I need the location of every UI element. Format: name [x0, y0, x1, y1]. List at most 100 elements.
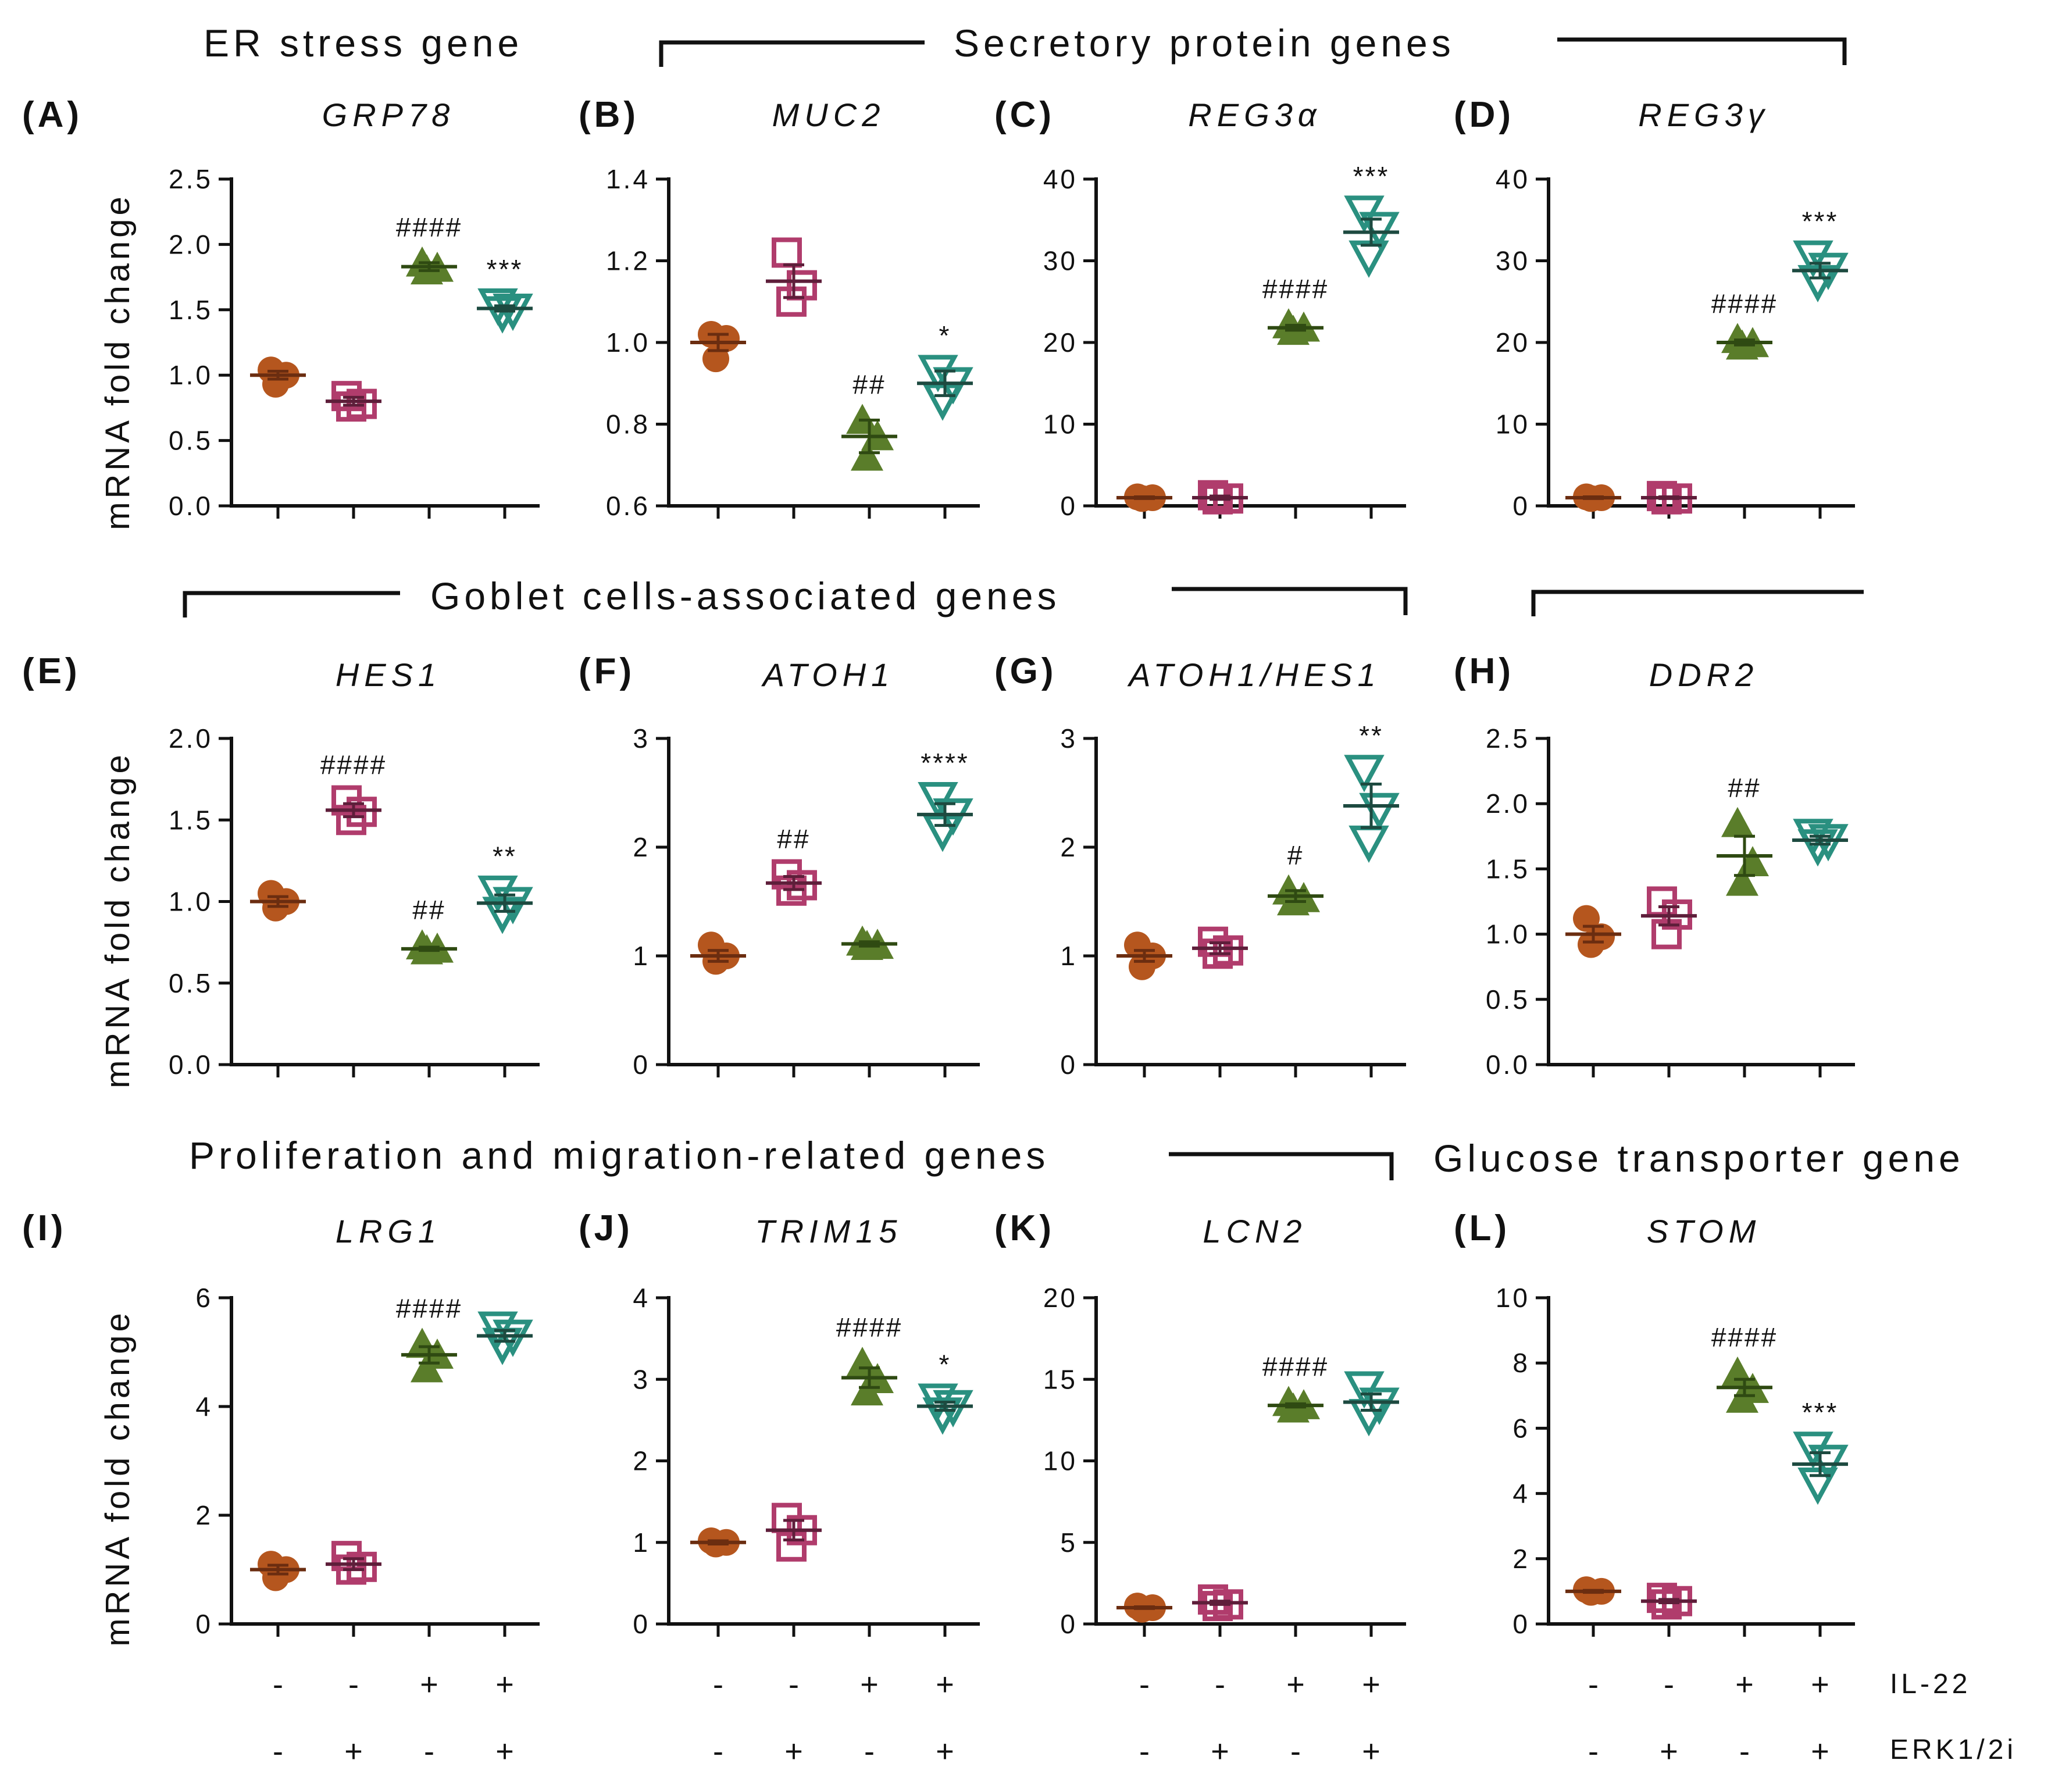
significance-annotation: ####: [1262, 1352, 1329, 1382]
panel-label: (E): [22, 651, 81, 691]
significance-annotation: **: [1359, 720, 1383, 751]
y-tick-label: 0: [633, 1050, 650, 1080]
significance-annotation: ####: [1711, 1322, 1778, 1352]
significance-annotation: ####: [1711, 288, 1778, 319]
panel-h: (H) DDR2 0.0 0.5 1.0 1.5 2.0 2.5 ##: [1454, 651, 1855, 1080]
y-tick-label: 20: [1043, 1283, 1078, 1313]
y-tick-label: 3: [633, 723, 650, 754]
y-tick-label: 0.5: [1486, 984, 1530, 1015]
significance-annotation: ##: [852, 369, 886, 399]
y-tick-label: 0: [1512, 1609, 1530, 1639]
panel-label: (C): [994, 95, 1055, 135]
panel-g: (G) ATOH1/HES1 0 1 2 3 # **: [994, 651, 1406, 1080]
significance-annotation: ***: [1353, 161, 1390, 191]
y-tick-label: 2: [633, 832, 650, 862]
condition-sign-erk: -: [1588, 1734, 1599, 1769]
y-tick-label: 1.4: [606, 164, 650, 194]
y-tick-label: 2: [633, 1446, 650, 1476]
y-tick-label: 2: [1512, 1544, 1530, 1574]
heading-glucose: Glucose transporter gene: [1433, 1137, 1964, 1180]
y-tick-label: 2.5: [169, 164, 213, 194]
y-tick-label: 2: [195, 1500, 213, 1530]
panel-i: (I) LRG1 0 2 4 6 ####: [22, 1208, 540, 1639]
heading-goblet: Goblet cells-associated genes: [430, 574, 1061, 617]
significance-annotation: ####: [396, 212, 462, 242]
panel-label: (I): [22, 1208, 67, 1248]
significance-annotation: ##: [1728, 773, 1761, 803]
significance-annotation: ***: [1802, 1397, 1839, 1427]
panel-label: (F): [579, 651, 635, 691]
data-point: [1797, 265, 1838, 303]
condition-sign-il22: +: [1811, 1667, 1829, 1702]
panel-a: (A) GRP78 0.0 0.5 1.0 1.5 2.0 2.5 #### ***: [22, 95, 540, 521]
y-tick-label: 2.0: [1486, 788, 1530, 819]
y-tick-label: 0.6: [606, 491, 650, 521]
y-tick-label: 2.0: [169, 723, 213, 754]
y-tick-label: 4: [1512, 1479, 1530, 1509]
y-tick-label: 1.5: [1486, 854, 1530, 884]
data-point: [1348, 825, 1389, 863]
condition-sign-il22: +: [1286, 1667, 1305, 1702]
gene-title: HES1: [336, 656, 441, 693]
y-tick-label: 0.0: [1486, 1050, 1530, 1080]
bracket-h: [1531, 590, 1864, 616]
data-point: [1203, 1591, 1233, 1622]
condition-sign-erk: -: [1739, 1734, 1750, 1769]
panel-d: (D) REG3γ 0 10 20 30 40 #### ***: [1454, 95, 1855, 521]
condition-label-erk: ERK1/2i: [1890, 1734, 2017, 1765]
panel-k: (K) LCN2 0 5 10 15 20 ####: [994, 1208, 1406, 1639]
y-axis-label-row2: mRNA fold change: [99, 751, 137, 1088]
panel-label: (A): [22, 95, 83, 135]
condition-sign-il22: +: [936, 1667, 954, 1702]
gene-title: MUC2: [772, 97, 886, 133]
panel-label: (D): [1454, 95, 1514, 135]
condition-sign-erk: +: [495, 1734, 514, 1769]
panel-f: (F) ATOH1 0 1 2 3 ## ****: [579, 651, 980, 1080]
panel-label: (B): [579, 95, 639, 135]
data-point: [1797, 1467, 1838, 1505]
significance-annotation: ####: [320, 750, 387, 780]
data-point: [1793, 240, 1833, 278]
y-tick-label: 20: [1496, 327, 1530, 358]
y-tick-label: 1.0: [1486, 919, 1530, 949]
y-tick-label: 40: [1496, 164, 1530, 194]
condition-sign-il22: -: [1215, 1667, 1225, 1702]
condition-sign-erk: +: [1660, 1734, 1678, 1769]
y-tick-label: 6: [1512, 1413, 1530, 1443]
condition-sign-il22: -: [1139, 1667, 1150, 1702]
y-tick-label: 1.2: [606, 246, 650, 276]
significance-annotation: *: [939, 1349, 951, 1379]
y-tick-label: 2.0: [169, 229, 213, 259]
condition-sign-il22: +: [860, 1667, 879, 1702]
y-tick-label: 4: [195, 1391, 213, 1422]
data-point: [1797, 829, 1838, 867]
heading-proliferation: Proliferation and migration-related gene…: [189, 1134, 1049, 1177]
data-point: [1651, 1589, 1682, 1620]
panel-j: (J) TRIM15 0 1 2 3 4 #### *: [579, 1208, 980, 1639]
condition-sign-erk: -: [424, 1734, 434, 1769]
y-tick-label: 1.0: [169, 887, 213, 917]
y-tick-label: 0: [1512, 491, 1530, 521]
y-tick-label: 15: [1043, 1364, 1078, 1394]
y-tick-label: 1: [633, 941, 650, 971]
data-point: [1359, 793, 1400, 830]
data-point: [482, 296, 523, 334]
y-tick-label: 0: [1060, 491, 1078, 521]
condition-sign-erk: -: [1139, 1734, 1150, 1769]
panel-label: (K): [994, 1208, 1055, 1248]
condition-sign-erk: +: [1362, 1734, 1380, 1769]
y-tick-label: 0: [1060, 1050, 1078, 1080]
data-point: [1578, 931, 1604, 958]
condition-sign-il22: -: [1588, 1667, 1599, 1702]
condition-sign-erk: +: [784, 1734, 803, 1769]
panel-label: (J): [579, 1208, 633, 1248]
condition-sign-il22: -: [348, 1667, 359, 1702]
condition-sign-erk: +: [1811, 1734, 1829, 1769]
y-tick-label: 20: [1043, 327, 1078, 358]
significance-annotation: #: [1287, 840, 1304, 870]
condition-sign-il22: +: [495, 1667, 514, 1702]
y-tick-label: 0.5: [169, 968, 213, 998]
data-point: [1344, 755, 1385, 793]
y-tick-label: 0: [1060, 1609, 1078, 1639]
gene-title: REG3α: [1188, 97, 1321, 133]
